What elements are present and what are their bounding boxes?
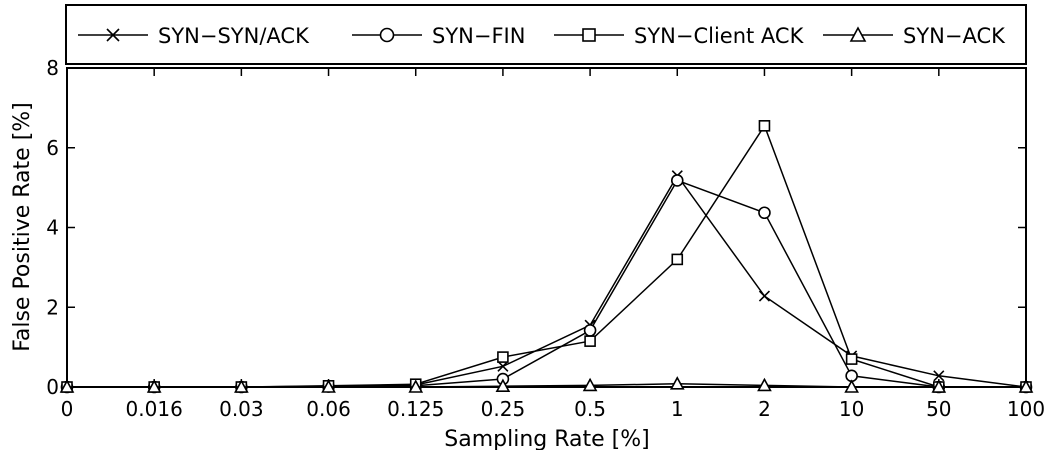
x-tick-label: 0.5 — [574, 397, 606, 421]
series-circle — [60, 174, 1033, 394]
data-point-square — [671, 253, 684, 266]
x-tick-label: 0.016 — [126, 397, 183, 421]
data-point-triangle — [495, 378, 511, 393]
data-point-x-stroke-b — [497, 360, 509, 372]
legend-item-square: SYN−Client ACK — [554, 24, 805, 48]
y-tick-label: 8 — [46, 56, 59, 80]
legend-label: SYN−SYN/ACK — [158, 24, 310, 48]
data-point-triangle — [146, 379, 162, 393]
data-point-x-stroke-b — [758, 290, 771, 302]
x-tick-label: 0 — [61, 397, 74, 421]
y-tick-label: 0 — [46, 375, 59, 399]
legend-marker-square — [582, 28, 596, 42]
legend-item-triangle: SYN−ACK — [823, 24, 1006, 48]
data-point-triangle — [408, 379, 424, 393]
data-point-x — [933, 370, 945, 382]
x-tick-label: 2 — [758, 397, 771, 421]
data-point-circle — [670, 174, 684, 187]
x-tick-label: 10 — [839, 397, 864, 421]
data-point-triangle — [321, 379, 336, 393]
x-tick-label: 100 — [1007, 397, 1045, 421]
data-point-triangle — [757, 377, 772, 392]
x-tick-label: 0.25 — [481, 397, 526, 421]
data-point-circle — [758, 206, 771, 220]
legend-item-circle: SYN−FIN — [352, 24, 525, 48]
x-tick-label: 50 — [926, 397, 951, 421]
legend-marker-triangle — [849, 26, 867, 42]
x-tick-label: 0.06 — [306, 397, 351, 421]
legend-marker-x-stroke-b — [106, 28, 120, 42]
data-point-triangle — [59, 379, 75, 393]
legend-marker-x — [106, 28, 120, 42]
series-x — [61, 170, 1032, 393]
series-line-square — [67, 124, 1026, 388]
data-point-triangle — [582, 377, 598, 392]
data-point-circle — [583, 324, 597, 337]
plot-frame — [66, 67, 1027, 388]
series-layer — [59, 120, 1034, 394]
y-axis: 0 2 4 6 8 — [46, 56, 1026, 399]
y-axis-label: False Positive Rate [%] — [10, 102, 35, 352]
data-point-square — [584, 335, 596, 347]
data-point-triangle — [1018, 379, 1034, 393]
data-point-triangle — [669, 376, 685, 390]
legend-label: SYN−ACK — [903, 24, 1006, 48]
x-tick-label: 0.125 — [387, 397, 444, 421]
legend: SYN−SYN/ACK SYN−FIN SYN−Client ACK SYN−ACK — [65, 4, 1027, 65]
series-line-circle — [67, 179, 1026, 388]
x-tick-label: 1 — [671, 397, 684, 421]
legend-item-x: SYN−SYN/ACK — [78, 24, 310, 48]
y-tick-label: 6 — [46, 136, 59, 160]
x-axis: 0 0.016 0.03 0.06 0.125 0.25 0.5 1 2 10 50 100 — [61, 68, 1045, 421]
legend-label: SYN−Client ACK — [634, 24, 805, 48]
data-point-square — [845, 353, 858, 365]
data-point-square — [758, 120, 771, 132]
data-point-x — [497, 360, 509, 372]
series-line-triangle — [67, 383, 1026, 388]
series-triangle — [59, 376, 1034, 393]
data-point-square — [497, 351, 509, 363]
data-point-triangle — [931, 379, 947, 393]
data-point-triangle — [234, 379, 249, 393]
data-point-x — [758, 290, 771, 302]
x-tick-label: 0.03 — [219, 397, 264, 421]
data-point-x-stroke-b — [933, 370, 945, 382]
y-tick-label: 2 — [46, 295, 59, 319]
series-square — [61, 120, 1032, 393]
x-axis-label: Sampling Rate [%] — [444, 427, 649, 450]
legend-label: SYN−FIN — [432, 24, 525, 48]
y-tick-label: 4 — [46, 216, 59, 240]
data-point-triangle — [844, 379, 859, 393]
legend-marker-circle — [379, 27, 395, 43]
